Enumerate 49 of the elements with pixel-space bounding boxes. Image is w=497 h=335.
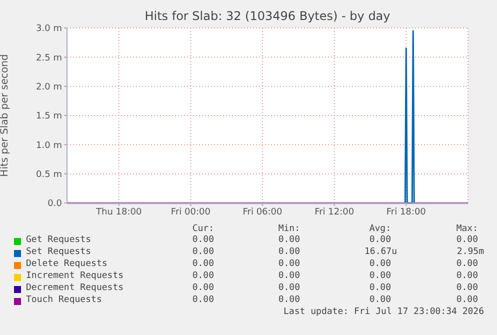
y-tick-label: 2.0 m (36, 82, 62, 93)
text: 0.00 (191, 283, 214, 293)
text: 0.00 (277, 283, 300, 293)
text: 16.67u (363, 247, 397, 257)
legend-label: Touch Requests (26, 295, 102, 305)
text: 0.00 (368, 235, 391, 245)
text: 0.00 (191, 259, 214, 269)
chart-title: Hits for Slab: 32 (103496 Bytes) - by day (144, 9, 392, 23)
text: 0.00 (191, 295, 214, 305)
text: 0.00 (455, 259, 478, 269)
text: 0.00 (455, 283, 478, 293)
text: 0.00 (277, 295, 300, 305)
text: 0.00 (455, 295, 478, 305)
legend-label: Get Requests (26, 235, 92, 245)
text: 0.00 (277, 247, 300, 257)
text: Cur: (191, 224, 214, 234)
text: 0.00 (368, 259, 391, 269)
text: Min: (277, 224, 300, 234)
x-tick-label: Fri 18:00 (386, 207, 426, 218)
text: Max: (455, 224, 478, 234)
legend-label: Set Requests (26, 247, 92, 257)
legend-label: Delete Requests (26, 259, 108, 269)
legend-label: Increment Requests (26, 271, 124, 281)
text: 0.00 (368, 283, 391, 293)
x-tick-label: Fri 00:00 (170, 207, 211, 218)
text: Last update: Fri Jul 17 23:00:34 2026 (282, 307, 484, 317)
y-tick-label: 1.5 m (36, 112, 62, 122)
text: 0.00 (277, 271, 300, 281)
text: 0.00 (191, 271, 214, 281)
text: 0.00 (455, 271, 478, 281)
x-tick-label: Thu 18:00 (95, 207, 142, 218)
text: 0.00 (368, 271, 391, 281)
y-tick-label: 0.5 m (36, 170, 62, 180)
text: 0.00 (277, 235, 300, 245)
text: 0.00 (277, 259, 300, 269)
text: Avg: (368, 224, 391, 234)
text: 0.00 (455, 235, 478, 245)
y-tick-label: 3.0 m (36, 24, 62, 34)
text: 0.00 (191, 247, 214, 257)
text: 0.00 (368, 295, 391, 305)
legend-label: Decrement Requests (26, 283, 124, 293)
text: 0.00 (191, 235, 214, 245)
y-axis-title: Hits per Slab per second (0, 54, 11, 177)
text: 2.95m (456, 247, 484, 257)
x-tick-label: Fri 06:00 (242, 207, 283, 218)
x-tick-label: Fri 12:00 (314, 207, 354, 218)
y-tick-label: 2.5 m (36, 53, 62, 64)
y-tick-label: 0.0 (48, 199, 62, 210)
y-tick-label: 1.0 m (36, 140, 62, 151)
